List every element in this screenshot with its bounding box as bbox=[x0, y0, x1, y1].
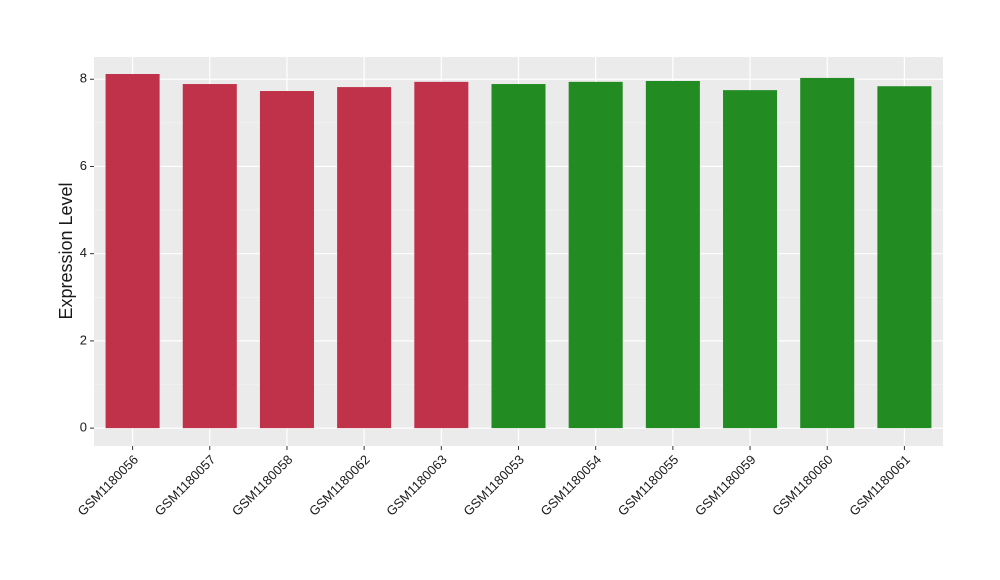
y-tick-label: 8 bbox=[80, 71, 87, 86]
x-tick-label: GSM1180063 bbox=[383, 452, 450, 519]
bar bbox=[800, 77, 855, 429]
y-tick-label: 6 bbox=[80, 158, 87, 173]
y-axis-title: Expression Level bbox=[56, 182, 76, 319]
x-tick-label: GSM1180056 bbox=[74, 452, 141, 519]
y-tick-label: 0 bbox=[80, 420, 87, 435]
bar bbox=[877, 86, 932, 429]
x-tick-label: GSM1180055 bbox=[615, 452, 682, 519]
x-tick-label: GSM1180060 bbox=[769, 452, 836, 519]
bar bbox=[105, 74, 160, 429]
x-tick-label: GSM1180062 bbox=[306, 452, 373, 519]
bar bbox=[645, 80, 700, 429]
bar bbox=[182, 84, 237, 429]
x-tick-label: GSM1180057 bbox=[152, 452, 219, 519]
bar bbox=[337, 87, 392, 429]
bar bbox=[259, 91, 314, 429]
bar bbox=[491, 84, 546, 429]
x-tick-label: GSM1180058 bbox=[229, 452, 296, 519]
x-tick-label: GSM1180061 bbox=[846, 452, 913, 519]
bar bbox=[568, 81, 623, 429]
x-tick-label: GSM1180054 bbox=[538, 452, 605, 519]
bar bbox=[414, 81, 469, 429]
bar bbox=[723, 90, 778, 429]
y-tick-label: 4 bbox=[80, 245, 87, 260]
x-tick-label: GSM1180053 bbox=[460, 452, 527, 519]
x-tick-label: GSM1180059 bbox=[692, 452, 759, 519]
y-tick-label: 2 bbox=[80, 332, 87, 347]
